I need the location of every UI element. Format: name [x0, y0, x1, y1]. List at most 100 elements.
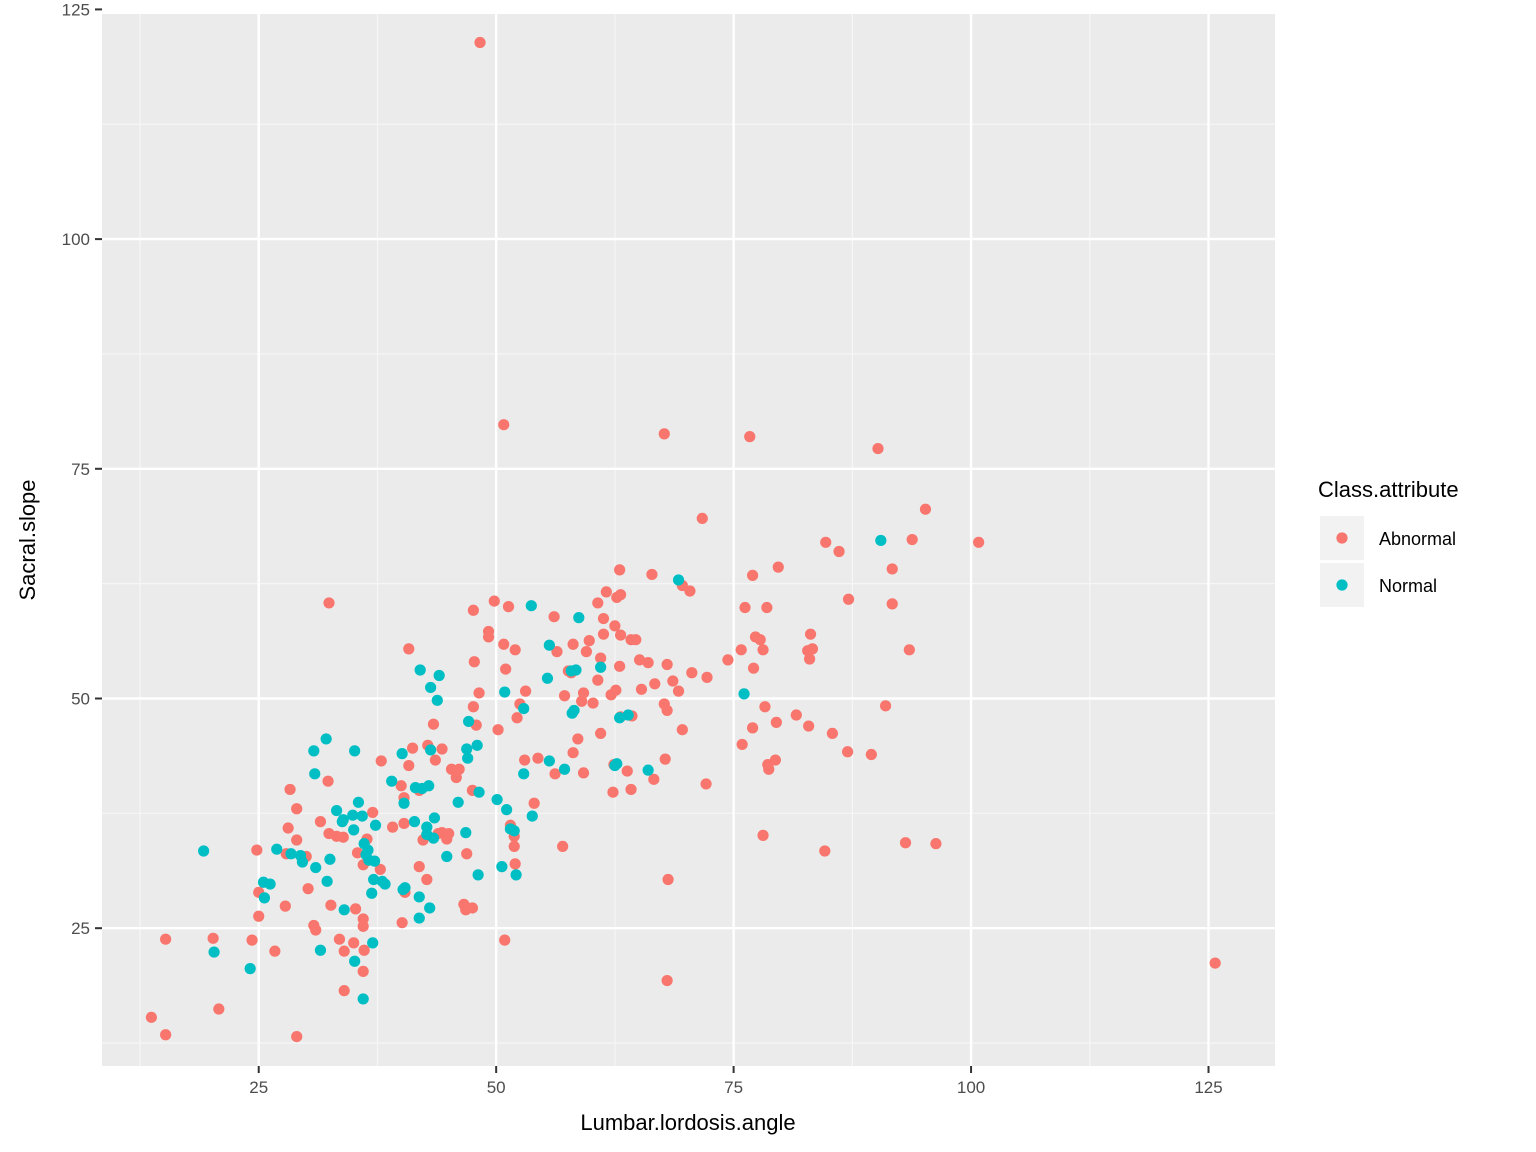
data-point-abnormal: [499, 934, 511, 946]
x-tick-label: 125: [1194, 1078, 1222, 1097]
data-point-normal: [338, 904, 350, 916]
data-point-normal: [398, 797, 410, 809]
data-point-abnormal: [826, 727, 838, 740]
data-point-abnormal: [600, 586, 612, 598]
data-point-abnormal: [583, 635, 595, 647]
data-point-normal: [399, 882, 411, 894]
data-point-abnormal: [213, 1003, 225, 1015]
data-point-abnormal: [532, 752, 544, 764]
data-point-abnormal: [930, 838, 942, 850]
data-point-abnormal: [684, 585, 696, 597]
data-point-abnormal: [973, 536, 985, 548]
data-point-abnormal: [772, 561, 784, 573]
data-point-abnormal: [747, 569, 759, 581]
legend: Class.attribute Abnormal Normal: [1318, 477, 1459, 607]
legend-label-abnormal: Abnormal: [1379, 529, 1456, 549]
data-point-abnormal: [686, 667, 698, 679]
data-point-abnormal: [701, 671, 713, 683]
data-point-normal: [463, 715, 475, 728]
data-point-abnormal: [597, 628, 610, 640]
data-point-abnormal: [367, 806, 379, 819]
data-point-abnormal: [492, 724, 504, 736]
data-point-abnormal: [557, 840, 569, 853]
data-point-normal: [271, 843, 283, 855]
data-point-abnormal: [375, 755, 387, 767]
data-point-abnormal: [658, 428, 670, 440]
data-point-abnormal: [567, 747, 579, 759]
data-point-abnormal: [803, 720, 815, 732]
data-point-normal: [462, 752, 474, 764]
data-point-abnormal: [461, 848, 473, 860]
legend-dot-normal: [1336, 579, 1348, 591]
data-point-abnormal: [145, 1011, 157, 1023]
data-point-abnormal: [403, 759, 415, 772]
data-point-abnormal: [291, 834, 303, 846]
data-point-normal: [357, 993, 369, 1005]
data-point-normal: [543, 755, 555, 767]
data-point-abnormal: [551, 646, 563, 658]
data-point-abnormal: [722, 654, 734, 666]
data-point-normal: [413, 912, 425, 924]
data-points: [145, 36, 1221, 1043]
x-tick-label: 25: [249, 1078, 268, 1097]
data-point-normal: [525, 600, 537, 612]
data-point-normal: [433, 669, 445, 682]
data-point-abnormal: [607, 786, 619, 798]
data-point-normal: [424, 902, 436, 914]
data-point-abnormal: [597, 612, 610, 625]
data-point-normal: [409, 782, 422, 794]
data-point-abnormal: [291, 803, 303, 815]
data-point-abnormal: [460, 904, 472, 916]
data-point-normal: [347, 809, 359, 821]
data-point-abnormal: [820, 536, 832, 548]
data-point-abnormal: [348, 937, 360, 949]
data-point-abnormal: [509, 644, 521, 656]
data-point-abnormal: [549, 768, 561, 780]
data-point-abnormal: [659, 753, 671, 765]
data-point-abnormal: [468, 656, 480, 668]
data-point-abnormal: [351, 847, 364, 859]
data-point-abnormal: [427, 718, 440, 730]
data-point-abnormal: [804, 628, 817, 640]
data-point-abnormal: [635, 683, 648, 695]
data-point-abnormal: [886, 598, 898, 610]
data-point-abnormal: [833, 545, 845, 558]
data-point-normal: [331, 804, 343, 817]
data-point-normal: [875, 534, 887, 547]
data-point-abnormal: [763, 763, 775, 775]
data-point-normal: [471, 739, 483, 751]
data-point-abnormal: [667, 675, 679, 687]
data-point-abnormal: [610, 684, 622, 696]
data-point-normal: [543, 639, 555, 651]
data-point-abnormal: [806, 643, 819, 655]
data-point-abnormal: [302, 883, 314, 895]
data-point-normal: [428, 812, 441, 824]
data-point-abnormal: [333, 933, 346, 945]
data-point-normal: [472, 869, 484, 881]
data-point-abnormal: [580, 646, 592, 658]
x-tick-label: 100: [957, 1078, 985, 1097]
data-point-normal: [396, 748, 408, 760]
data-point-abnormal: [662, 873, 674, 886]
data-point-normal: [526, 810, 538, 822]
data-point-normal: [413, 891, 425, 903]
data-point-normal: [496, 861, 508, 873]
data-point-abnormal: [160, 933, 172, 945]
data-point-abnormal: [357, 965, 369, 977]
data-point-normal: [368, 855, 381, 867]
data-point-abnormal: [498, 638, 510, 650]
data-point-abnormal: [770, 716, 782, 728]
data-point-abnormal: [413, 861, 425, 873]
data-point-abnormal: [374, 863, 386, 875]
data-point-abnormal: [919, 503, 932, 515]
data-point-normal: [324, 853, 336, 865]
y-tick-label: 50: [71, 689, 90, 708]
data-point-abnormal: [611, 591, 623, 604]
data-point-normal: [264, 878, 276, 890]
data-point-normal: [258, 892, 271, 904]
data-point-normal: [296, 856, 309, 868]
data-point-abnormal: [661, 974, 673, 987]
data-point-normal: [367, 937, 379, 949]
data-point-normal: [244, 963, 256, 975]
